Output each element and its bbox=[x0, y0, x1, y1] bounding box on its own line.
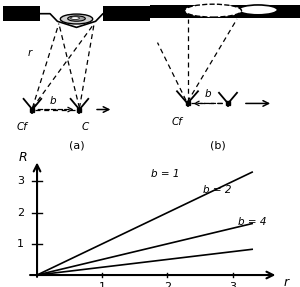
Text: Cf: Cf bbox=[172, 117, 182, 127]
Text: b: b bbox=[204, 89, 211, 99]
Bar bbox=[3, 6, 40, 21]
Text: b = 1: b = 1 bbox=[151, 169, 180, 179]
Text: C: C bbox=[82, 122, 89, 132]
Text: (b): (b) bbox=[210, 141, 225, 151]
Text: 3: 3 bbox=[17, 177, 24, 187]
Text: 2: 2 bbox=[17, 208, 24, 218]
Text: 2: 2 bbox=[164, 282, 171, 287]
Text: R: R bbox=[18, 151, 27, 164]
Text: b = 2: b = 2 bbox=[203, 185, 232, 195]
Text: r: r bbox=[27, 48, 32, 58]
Text: 1: 1 bbox=[99, 282, 106, 287]
Ellipse shape bbox=[70, 17, 80, 20]
Text: Cf: Cf bbox=[17, 122, 28, 132]
Text: 1: 1 bbox=[17, 239, 24, 249]
Text: r: r bbox=[284, 276, 289, 287]
Text: 3: 3 bbox=[229, 282, 236, 287]
Ellipse shape bbox=[184, 4, 242, 17]
Bar bbox=[103, 6, 150, 21]
Text: b: b bbox=[50, 96, 56, 106]
Ellipse shape bbox=[60, 14, 93, 24]
Text: (a): (a) bbox=[69, 141, 84, 151]
Bar bbox=[150, 5, 300, 18]
Text: b = 4: b = 4 bbox=[238, 217, 266, 227]
Ellipse shape bbox=[238, 5, 278, 15]
Ellipse shape bbox=[68, 16, 85, 21]
